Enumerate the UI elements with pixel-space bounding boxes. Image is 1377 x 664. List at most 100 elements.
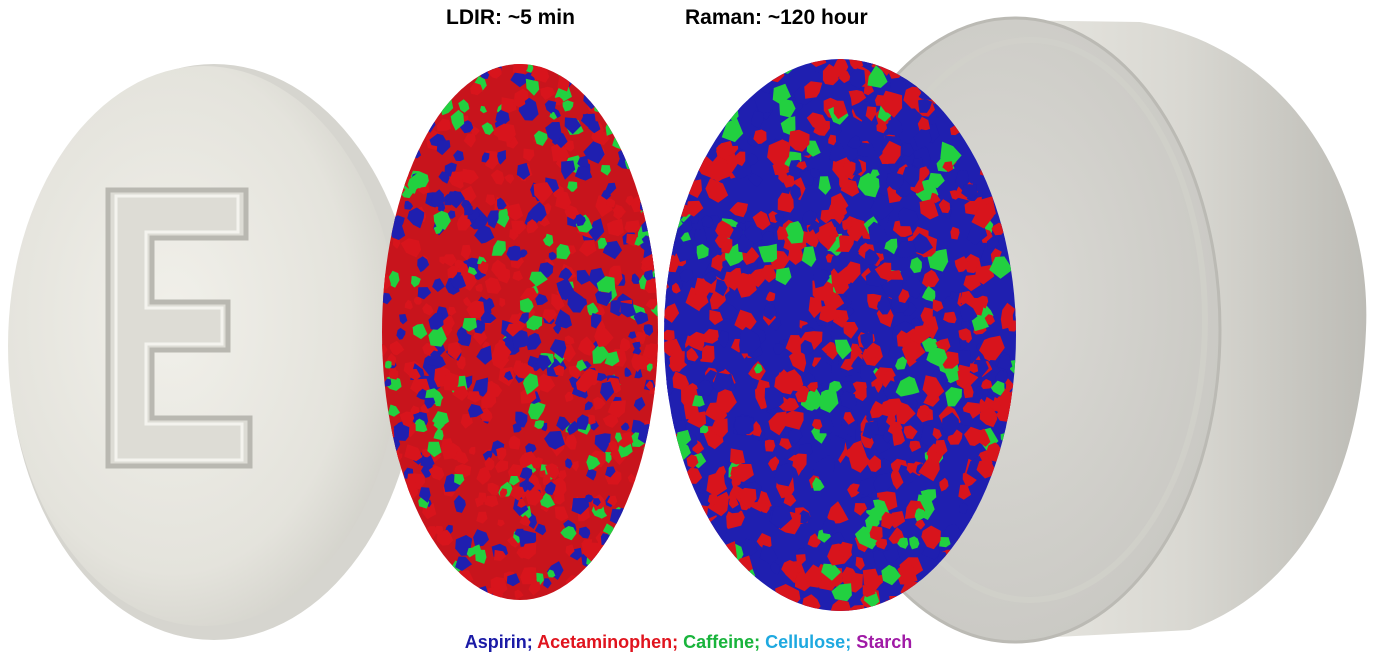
grain: [864, 248, 880, 265]
grain: [476, 345, 492, 365]
grain: [720, 593, 731, 603]
grain: [954, 256, 968, 273]
grain: [958, 484, 972, 500]
grain: [674, 579, 687, 592]
grain: [602, 240, 622, 260]
grain: [637, 111, 648, 123]
grain: [900, 275, 924, 300]
grain: [568, 365, 582, 380]
grain: [849, 68, 866, 89]
grain: [963, 274, 981, 292]
grain: [512, 96, 526, 108]
grain: [821, 518, 838, 535]
grain: [971, 314, 989, 332]
grain: [627, 98, 643, 115]
grain: [645, 298, 658, 310]
grain: [746, 153, 759, 166]
grain: [688, 331, 705, 352]
grain: [664, 507, 673, 526]
grain: [895, 376, 920, 397]
grain: [806, 140, 821, 157]
grain: [818, 227, 832, 240]
grain: [431, 586, 442, 596]
grain: [604, 351, 620, 367]
grain: [554, 96, 564, 106]
grain: [963, 382, 974, 399]
grain: [780, 116, 796, 136]
grain: [881, 564, 901, 586]
grain: [802, 210, 817, 226]
grain: [635, 110, 643, 122]
grain: [683, 606, 694, 611]
grain: [574, 166, 593, 181]
grain: [622, 123, 636, 139]
grain: [828, 380, 842, 392]
grain: [884, 238, 898, 255]
grain: [525, 78, 540, 96]
grain: [450, 274, 467, 289]
grain: [830, 254, 848, 274]
grain: [441, 443, 457, 460]
grain: [545, 463, 560, 480]
grain: [507, 203, 524, 221]
grain: [390, 500, 402, 512]
grain: [480, 311, 497, 324]
grain: [551, 476, 567, 498]
grain: [796, 554, 806, 567]
grain: [649, 64, 658, 70]
grain: [595, 84, 610, 97]
grain: [670, 458, 685, 474]
grain: [535, 293, 548, 306]
grain: [758, 243, 777, 263]
grain: [717, 330, 729, 349]
grain: [600, 579, 616, 598]
grain: [605, 466, 616, 478]
grain: [732, 463, 754, 482]
grain: [921, 525, 941, 550]
grain: [495, 208, 510, 228]
grain: [664, 564, 667, 579]
grain: [783, 221, 804, 244]
grain: [664, 493, 687, 516]
grain: [411, 568, 425, 582]
grain: [688, 123, 710, 145]
grain: [735, 72, 758, 93]
grain: [620, 514, 630, 524]
grain: [527, 201, 547, 222]
grain: [428, 82, 445, 102]
grain: [847, 135, 861, 149]
grain: [484, 495, 499, 508]
grain: [664, 461, 668, 476]
grain: [934, 439, 948, 457]
grain: [874, 262, 892, 281]
grain: [400, 586, 413, 600]
grain: [619, 337, 631, 352]
grain: [721, 118, 744, 143]
grain: [710, 569, 725, 587]
grain: [529, 271, 548, 287]
grain: [918, 404, 931, 417]
grain: [904, 396, 918, 409]
grain: [705, 178, 729, 203]
grain: [543, 578, 552, 589]
grain: [664, 181, 672, 193]
grain: [958, 328, 972, 343]
grain: [470, 82, 483, 96]
grain: [428, 326, 447, 347]
grain: [884, 369, 893, 381]
grain: [664, 67, 686, 91]
grain: [394, 509, 407, 523]
grain: [913, 129, 933, 148]
grain: [636, 125, 646, 135]
grain: [842, 219, 853, 231]
grain: [694, 540, 713, 565]
grain: [491, 240, 506, 256]
grain: [620, 422, 630, 431]
grain: [433, 226, 443, 234]
grain: [607, 112, 620, 128]
grain: [497, 197, 507, 210]
grain: [476, 497, 485, 505]
grain: [961, 319, 971, 331]
grain: [540, 492, 556, 508]
